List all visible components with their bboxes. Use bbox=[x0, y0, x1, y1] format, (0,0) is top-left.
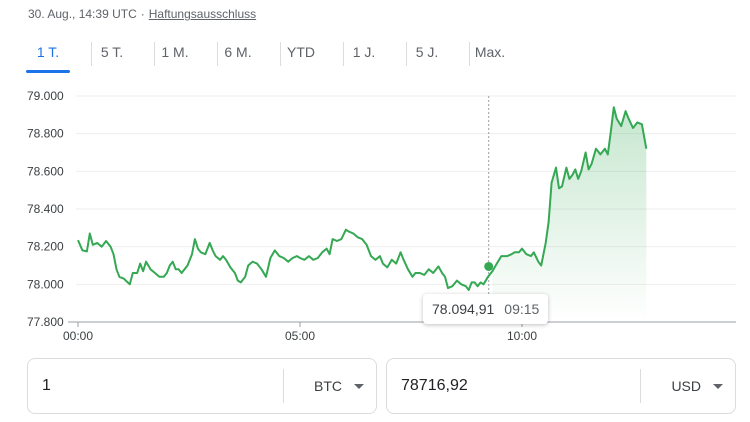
x-tick-label: 10:00 bbox=[507, 329, 537, 343]
tab-divider bbox=[406, 42, 407, 66]
separator: · bbox=[140, 7, 145, 21]
x-axis: 00:00 05:00 10:00 bbox=[63, 322, 537, 343]
tooltip-value: 78.094,91 bbox=[432, 301, 495, 317]
y-tick-label: 78.800 bbox=[27, 127, 64, 141]
y-tick-label: 78.400 bbox=[27, 202, 64, 216]
tab-1-month[interactable]: 1 M. bbox=[161, 44, 189, 60]
converter-divider bbox=[640, 369, 642, 403]
tab-5-years[interactable]: 5 J. bbox=[415, 44, 439, 60]
tab-divider bbox=[343, 42, 344, 66]
price-area-fill bbox=[492, 107, 647, 322]
tab-max[interactable]: Max. bbox=[474, 44, 506, 60]
to-currency-label: USD bbox=[671, 378, 701, 394]
y-tick-label: 78.600 bbox=[27, 164, 64, 178]
price-line bbox=[77, 106, 648, 291]
y-tick-label: 78.000 bbox=[27, 277, 64, 291]
to-amount-input[interactable] bbox=[387, 376, 641, 396]
from-amount-input[interactable] bbox=[28, 376, 283, 396]
range-tabs: 1 T. 5 T. 1 M. 6 M. YTD 1 J. 5 J. Max. bbox=[26, 40, 510, 73]
tooltip-time: 09:15 bbox=[504, 301, 540, 317]
tab-divider bbox=[91, 42, 92, 66]
dropdown-arrow-icon bbox=[354, 383, 364, 389]
x-tick-label: 05:00 bbox=[285, 329, 315, 343]
y-tick-label: 77.800 bbox=[27, 315, 64, 329]
hover-point bbox=[484, 261, 494, 271]
hover-tooltip: 78.094,91 09:15 bbox=[423, 294, 549, 324]
dropdown-arrow-icon bbox=[713, 383, 723, 389]
tab-divider bbox=[217, 42, 218, 66]
tab-1-day[interactable]: 1 T. bbox=[26, 40, 70, 73]
from-converter: BTC bbox=[27, 358, 377, 414]
tab-1-year[interactable]: 1 J. bbox=[352, 44, 376, 60]
tab-divider bbox=[154, 42, 155, 66]
tab-divider bbox=[469, 42, 470, 66]
disclaimer-link[interactable]: Haftungsausschluss bbox=[148, 7, 257, 21]
tab-ytd[interactable]: YTD bbox=[287, 44, 315, 60]
tab-6-months[interactable]: 6 M. bbox=[224, 44, 252, 60]
timestamp: 30. Aug., 14:39 UTC bbox=[28, 7, 137, 21]
to-converter: USD bbox=[386, 358, 736, 414]
to-currency-select[interactable]: USD bbox=[641, 378, 735, 394]
tab-5-days[interactable]: 5 T. bbox=[100, 44, 124, 60]
tab-divider bbox=[280, 42, 281, 66]
price-chart[interactable]: 79.000 78.800 78.600 78.400 78.200 78.000 77.8… bbox=[0, 80, 750, 350]
converter-divider bbox=[283, 369, 284, 403]
header: 30. Aug., 14:39 UTC · Haftungsausschluss bbox=[28, 7, 256, 21]
from-currency-label: BTC bbox=[314, 378, 342, 394]
y-axis-labels: 79.000 78.800 78.600 78.400 78.200 78.000 77.8… bbox=[27, 89, 64, 329]
from-currency-select[interactable]: BTC bbox=[284, 378, 376, 394]
x-tick-label: 00:00 bbox=[63, 329, 93, 343]
y-tick-label: 79.000 bbox=[27, 89, 64, 103]
y-tick-label: 78.200 bbox=[27, 240, 64, 254]
